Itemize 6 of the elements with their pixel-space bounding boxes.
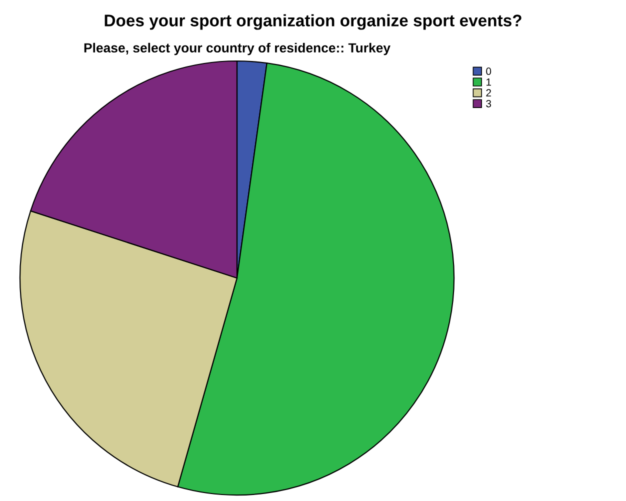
legend-label: 1 [486, 78, 491, 86]
legend-label: 0 [486, 68, 492, 75]
chart-title: Does your sport organization organize sport events? [104, 14, 522, 30]
chart-subtitle: Please, select your country of residence:: Turkey [84, 42, 390, 56]
legend-label: 2 [486, 89, 491, 96]
legend-label: 3 [486, 100, 492, 108]
